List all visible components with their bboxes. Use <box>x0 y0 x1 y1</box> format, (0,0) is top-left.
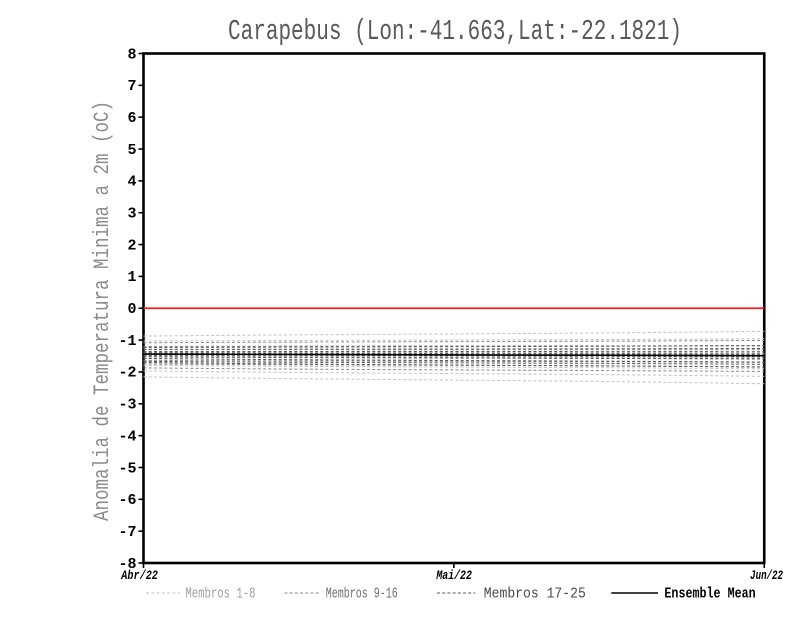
svg-text:1: 1 <box>127 269 136 286</box>
svg-text:-1: -1 <box>118 333 136 350</box>
svg-text:-2: -2 <box>118 365 136 382</box>
svg-text:4: 4 <box>127 174 136 191</box>
svg-text:Carapebus (Lon:-41.663,Lat:-22: Carapebus (Lon:-41.663,Lat:-22.1821) <box>228 15 682 48</box>
svg-text:-6: -6 <box>118 492 136 509</box>
svg-text:2: 2 <box>127 237 136 254</box>
svg-text:5: 5 <box>127 142 136 159</box>
svg-text:Anomalia de Temperatura Minima: Anomalia de Temperatura Minima a 2m (oC) <box>90 101 115 521</box>
svg-text:Ensemble Mean: Ensemble Mean <box>664 584 755 602</box>
svg-text:0: 0 <box>127 301 136 318</box>
svg-text:Jun/22: Jun/22 <box>750 568 783 583</box>
svg-text:6: 6 <box>127 110 136 127</box>
svg-text:Membros 1-8: Membros 1-8 <box>185 584 255 602</box>
svg-text:Mai/22: Mai/22 <box>436 568 472 583</box>
svg-text:-7: -7 <box>118 524 136 541</box>
svg-text:-5: -5 <box>118 460 136 477</box>
svg-text:Abr/22: Abr/22 <box>121 568 158 583</box>
svg-text:-4: -4 <box>118 428 136 445</box>
svg-text:7: 7 <box>127 78 136 95</box>
svg-text:Membros 17-25: Membros 17-25 <box>484 584 586 602</box>
svg-text:-3: -3 <box>118 397 136 414</box>
svg-text:3: 3 <box>127 206 136 223</box>
svg-text:8: 8 <box>127 46 136 63</box>
svg-text:Membros 9-16: Membros 9-16 <box>326 584 398 602</box>
